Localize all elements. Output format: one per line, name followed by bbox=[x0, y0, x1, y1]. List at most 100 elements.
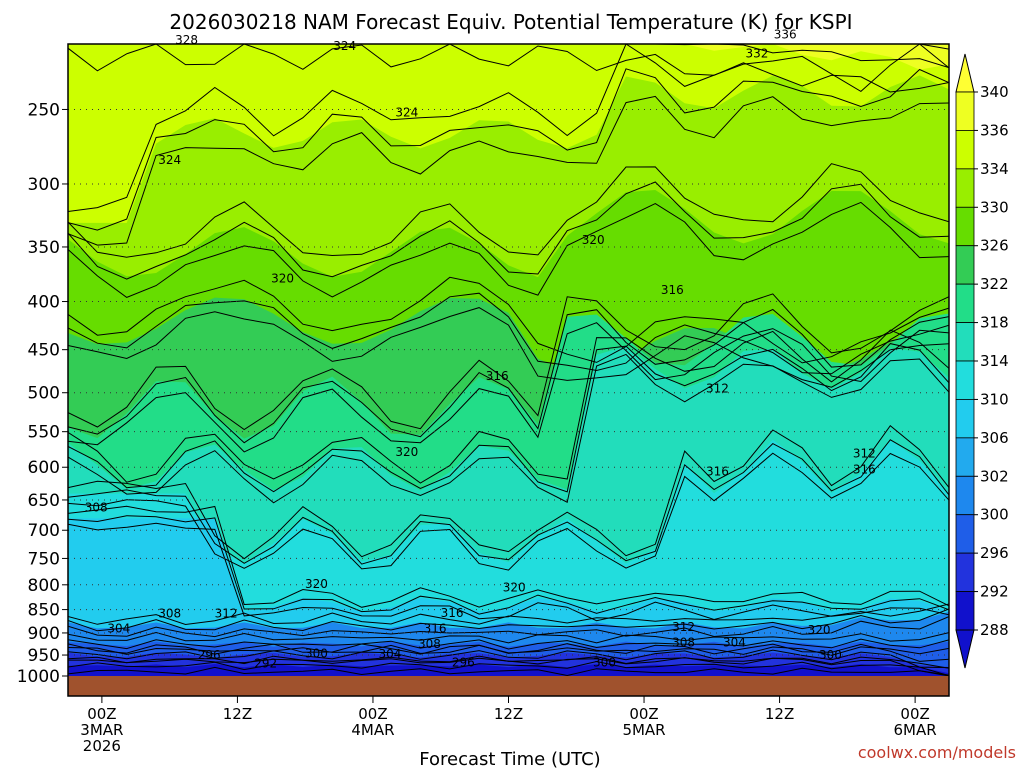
contour-label: 296 bbox=[452, 655, 475, 669]
contour-label: 324 bbox=[395, 106, 418, 120]
colorbar-tick-label: 302 bbox=[980, 467, 1009, 485]
contour-line bbox=[68, 44, 949, 212]
contour-line bbox=[68, 329, 949, 484]
colorbar-tick-label: 318 bbox=[980, 314, 1009, 332]
y-tick-label: 550 bbox=[28, 423, 60, 443]
contour-label: 304 bbox=[378, 647, 401, 661]
contour-label: 308 bbox=[85, 500, 108, 514]
colorbar-tick-label: 330 bbox=[980, 198, 1009, 216]
x-tick-label: 12Z bbox=[494, 705, 523, 723]
contour-line bbox=[68, 505, 949, 608]
colorbar-swatch bbox=[955, 514, 975, 554]
contour-line bbox=[68, 292, 949, 375]
x-tick-label: 5MAR bbox=[622, 721, 665, 739]
contour-label: 320 bbox=[395, 445, 418, 459]
contour-line bbox=[68, 353, 949, 504]
credit-text: coolwx.com/models bbox=[858, 743, 1016, 762]
contour-label: 308 bbox=[418, 637, 441, 651]
contour-line bbox=[68, 343, 949, 493]
colorbar-tick-label: 296 bbox=[980, 544, 1009, 562]
colorbar-swatch bbox=[955, 206, 975, 247]
contour-line bbox=[68, 44, 949, 93]
contour-line bbox=[68, 201, 949, 298]
y-tick-label: 400 bbox=[28, 293, 60, 313]
y-tick-label: 800 bbox=[28, 576, 60, 596]
y-tick-label: 1000 bbox=[17, 667, 60, 687]
contour-label: 312 bbox=[853, 446, 876, 460]
contour-line bbox=[68, 603, 949, 626]
contour-label: 308 bbox=[158, 606, 181, 620]
x-tick-label: 00Z bbox=[87, 705, 116, 723]
contour-label: 316 bbox=[706, 464, 729, 478]
contour-label: 312 bbox=[215, 606, 238, 620]
y-tick-label: 300 bbox=[28, 175, 60, 195]
contour-label: 328 bbox=[175, 33, 198, 47]
contour-line bbox=[68, 515, 949, 615]
y-tick-label: 650 bbox=[28, 491, 60, 511]
colorbar-tick-label: 310 bbox=[980, 390, 1009, 408]
contour-label: 332 bbox=[746, 46, 769, 60]
contour-label: 304 bbox=[723, 635, 746, 649]
y-tick-label: 700 bbox=[28, 521, 60, 541]
contour-line bbox=[68, 68, 949, 231]
colorbar-tick-label: 300 bbox=[980, 506, 1009, 524]
x-tick-label: 4MAR bbox=[351, 721, 394, 739]
colorbar-tick-label: 306 bbox=[980, 429, 1009, 447]
contour-label: 304 bbox=[107, 621, 130, 635]
contour-line bbox=[68, 95, 949, 246]
contour-line bbox=[68, 322, 949, 453]
contour-line bbox=[68, 307, 949, 388]
contour-label: 308 bbox=[672, 635, 695, 649]
colorbar-cap-top bbox=[955, 53, 975, 93]
ground-layer bbox=[68, 676, 949, 696]
x-axis-label: Forecast Time (UTC) bbox=[419, 749, 600, 768]
x-tick-label: 3MAR bbox=[80, 721, 123, 739]
contour-line bbox=[68, 424, 949, 560]
colorbar-tick-label: 326 bbox=[980, 237, 1009, 255]
colorbar-tick-label: 288 bbox=[980, 621, 1009, 639]
contour-label: 336 bbox=[774, 27, 797, 41]
contour-label: 292 bbox=[254, 657, 277, 671]
colorbar-swatch bbox=[955, 360, 975, 400]
contour-label: 324 bbox=[158, 153, 181, 167]
contour-line bbox=[68, 308, 949, 444]
y-tick-label: 900 bbox=[28, 624, 60, 644]
y-tick-label: 600 bbox=[28, 458, 60, 478]
y-tick-label: 850 bbox=[28, 601, 60, 621]
contour-label: 316 bbox=[853, 462, 876, 476]
contour-label: 296 bbox=[198, 648, 221, 662]
contour-label: 320 bbox=[582, 233, 605, 247]
x-tick-label: 00Z bbox=[358, 705, 387, 723]
colorbar-swatch bbox=[955, 130, 975, 170]
colorbar-tick-label: 334 bbox=[980, 160, 1009, 178]
y-tick-label: 450 bbox=[28, 341, 60, 361]
contour-label: 316 bbox=[486, 369, 509, 383]
contour-line bbox=[68, 608, 949, 632]
contour-line bbox=[68, 655, 949, 669]
contour-line bbox=[68, 452, 949, 571]
colorbar-tick-label: 322 bbox=[980, 275, 1009, 293]
contour-label: 300 bbox=[305, 647, 328, 661]
contour-label: 300 bbox=[593, 656, 616, 670]
y-tick-label: 750 bbox=[28, 549, 60, 569]
x-tick-label: 2026 bbox=[83, 737, 121, 755]
contour-label: 320 bbox=[305, 577, 328, 591]
colorbar-swatch bbox=[955, 283, 975, 323]
y-tick-label: 950 bbox=[28, 646, 60, 666]
colorbar-swatch bbox=[955, 245, 975, 285]
colorbar-swatch bbox=[955, 475, 975, 516]
contour-line bbox=[68, 643, 949, 662]
colorbar-tick-label: 336 bbox=[980, 121, 1009, 139]
contour-label: 316 bbox=[424, 621, 447, 635]
contour-label: 312 bbox=[672, 620, 695, 634]
contour-label: 324 bbox=[333, 39, 356, 53]
contour-label: 312 bbox=[706, 382, 729, 396]
theta-e-band-11 bbox=[68, 664, 949, 676]
contour-line bbox=[68, 616, 949, 638]
colorbar-swatch bbox=[955, 591, 975, 631]
x-tick-label: 12Z bbox=[223, 705, 252, 723]
contour-lines bbox=[68, 44, 949, 676]
contour-label: 316 bbox=[441, 606, 464, 620]
